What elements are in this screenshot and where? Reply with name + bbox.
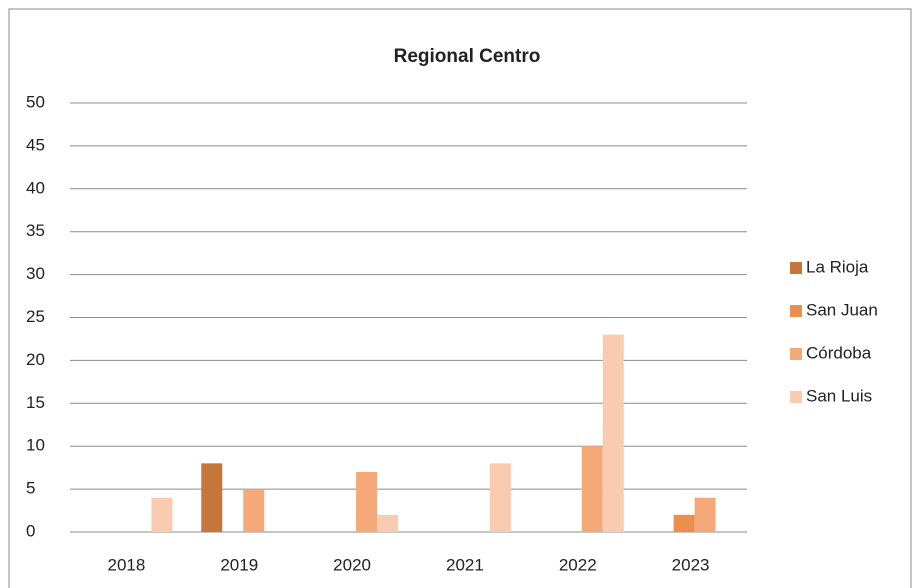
y-tick-label: 35 bbox=[26, 221, 45, 240]
bar bbox=[581, 446, 603, 532]
bar bbox=[602, 334, 624, 532]
legend-label: La Rioja bbox=[806, 257, 869, 276]
legend-label: San Luis bbox=[806, 386, 872, 405]
legend-swatch bbox=[790, 305, 802, 317]
y-tick-label: 10 bbox=[26, 436, 45, 455]
y-tick-label: 50 bbox=[26, 92, 45, 111]
y-tick-label: 40 bbox=[26, 178, 45, 197]
x-tick-label: 2018 bbox=[108, 555, 146, 574]
y-tick-label: 20 bbox=[26, 350, 45, 369]
bar bbox=[489, 463, 511, 532]
y-tick-label: 30 bbox=[26, 264, 45, 283]
x-tick-label: 2021 bbox=[446, 555, 484, 574]
bar bbox=[201, 463, 223, 532]
x-tick-label: 2019 bbox=[220, 555, 258, 574]
legend-swatch bbox=[790, 348, 802, 360]
x-tick-label: 2022 bbox=[559, 555, 597, 574]
bar bbox=[694, 497, 716, 532]
bar bbox=[673, 514, 695, 532]
bar bbox=[356, 471, 378, 532]
y-tick-label: 25 bbox=[26, 307, 45, 326]
legend-label: Córdoba bbox=[806, 343, 872, 362]
legend-swatch bbox=[790, 391, 802, 403]
chart-frame bbox=[8, 8, 912, 588]
x-tick-label: 2023 bbox=[672, 555, 710, 574]
y-tick-label: 5 bbox=[26, 479, 35, 498]
x-tick-label: 2020 bbox=[333, 555, 371, 574]
bar bbox=[377, 514, 399, 532]
bar bbox=[151, 497, 173, 532]
legend-label: San Juan bbox=[806, 300, 878, 319]
bar bbox=[243, 489, 265, 532]
y-tick-label: 45 bbox=[26, 135, 45, 154]
chart-title: Regional Centro bbox=[394, 46, 541, 67]
y-tick-label: 0 bbox=[26, 521, 35, 540]
legend-swatch bbox=[790, 262, 802, 274]
y-tick-label: 15 bbox=[26, 393, 45, 412]
